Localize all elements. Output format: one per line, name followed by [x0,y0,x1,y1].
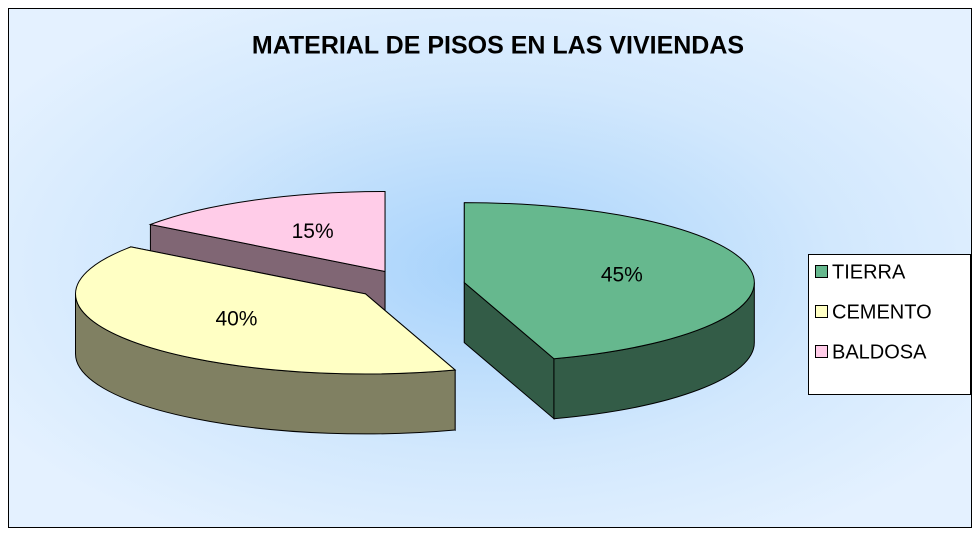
slice-top [463,202,755,360]
legend-label: CEMENTO [832,301,932,323]
legend-label: TIERRA [832,261,906,283]
data-label: 40% [215,307,257,330]
legend-box [808,254,971,395]
legend-swatch [815,265,828,278]
slice-top [148,190,386,273]
legend-swatch [815,345,828,358]
slice-top [75,246,457,375]
slice: 45% [463,202,755,420]
slice: 40% [75,246,457,435]
data-label: 15% [292,220,334,243]
legend-label: BALDOSA [832,341,927,363]
chart-title: MATERIAL DE PISOS EN LAS VIVIENDAS [252,32,744,60]
data-label: 45% [601,263,643,286]
legend-swatch [815,305,828,318]
